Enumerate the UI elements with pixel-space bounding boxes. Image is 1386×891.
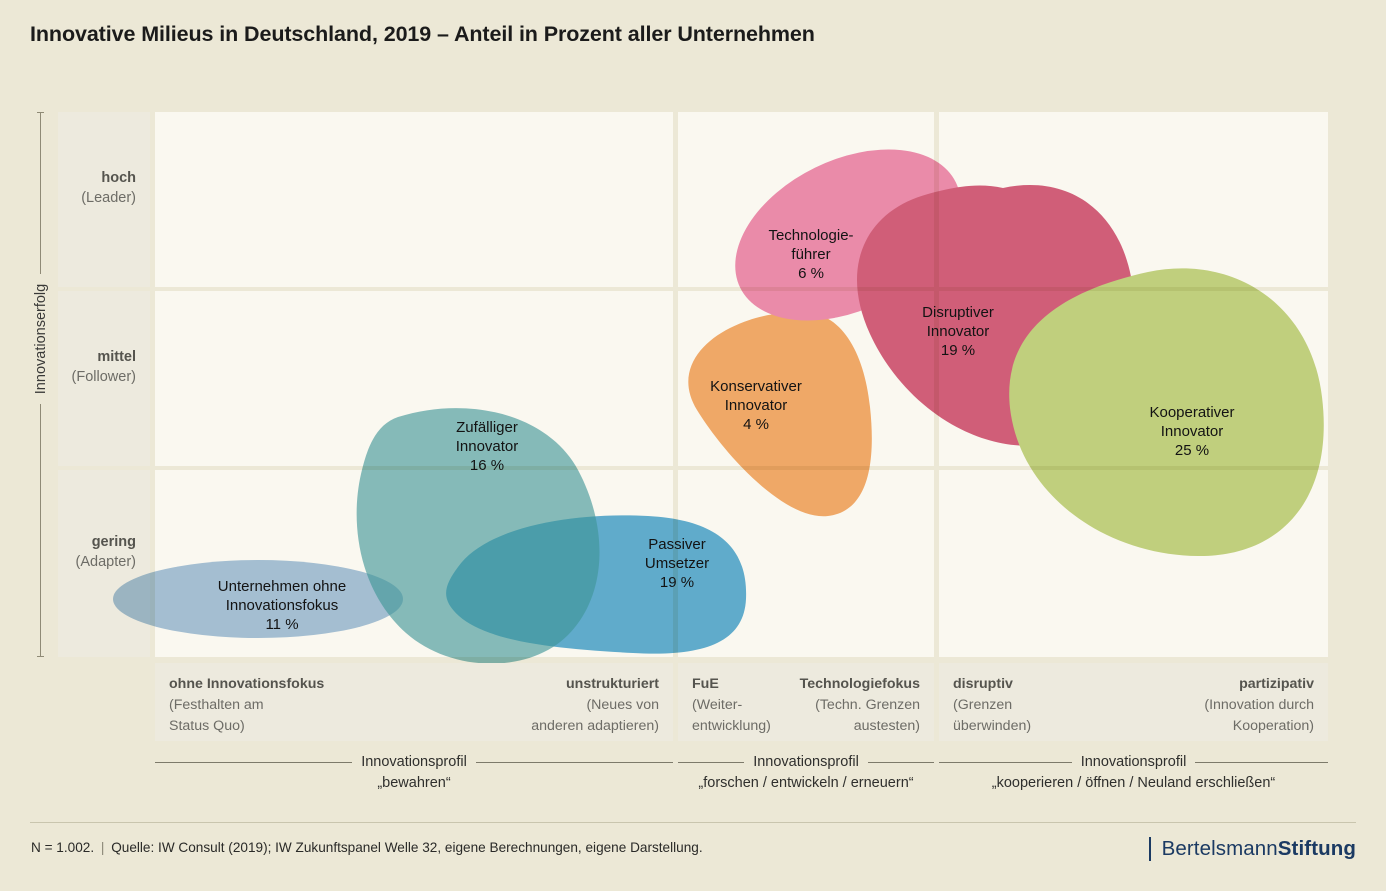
footer-sample-size: N = 1.002. xyxy=(31,840,95,855)
bubble-zufaelliger-innovator xyxy=(356,408,600,664)
x-axis-label-sub1: (Neues von xyxy=(586,696,659,713)
x-axis-cell-group3: disruptiv (Grenzen überwinden) partizipa… xyxy=(939,663,1328,741)
x-axis-label-sub2: Kooperation) xyxy=(1232,717,1314,734)
bracket-subcaption: „forschen / entwickeln / erneuern“ xyxy=(698,775,914,791)
y-axis-line: Innovationserfolg xyxy=(28,112,54,657)
bracket-rule-left xyxy=(155,761,353,763)
footer-separator: | xyxy=(100,840,105,855)
x-axis-label-main: partizipativ xyxy=(1239,676,1314,692)
x-axis-band: ohne Innovationsfokus (Festhalten am Sta… xyxy=(58,663,1328,741)
page-title: Innovative Milieus in Deutschland, 2019 … xyxy=(30,22,815,46)
bubble-konservativer-innovator xyxy=(688,312,872,517)
y-axis-title: Innovationserfolg xyxy=(28,274,54,404)
logo-text-regular: Bertelsmann xyxy=(1161,837,1278,860)
logo-bar-icon xyxy=(1148,837,1151,861)
x-axis-label-main: unstrukturiert xyxy=(565,676,659,692)
logo-wordmark: BertelsmannStiftung xyxy=(1162,837,1356,861)
row-label-cell-hoch: hoch (Leader) xyxy=(58,112,150,287)
x-axis-cell-group2: FuE (Weiter- entwicklung) Technologiefok… xyxy=(678,663,934,741)
logo-text-bold: Stiftung xyxy=(1277,837,1356,860)
x-axis-label-main: FuE xyxy=(692,676,719,692)
x-axis-label-sub1: (Weiter- xyxy=(692,696,743,713)
x-axis-label-sub2: austesten) xyxy=(853,717,920,734)
row-label-mittel-sub: (Follower) xyxy=(71,369,136,386)
x-axis-label-technologiefokus: Technologiefokus (Techn. Grenzen austest… xyxy=(800,674,920,737)
x-axis-label-main: ohne Innovationsfokus xyxy=(169,676,325,692)
footer-divider xyxy=(30,822,1356,823)
bracket-caption: Innovationsprofil xyxy=(361,754,467,770)
bracket-forschen-entwickeln-erneuern: Innovationsprofil „forschen / entwickeln… xyxy=(678,752,934,791)
row-label-mittel-main: mittel xyxy=(97,349,136,365)
x-axis-label-sub2: Status Quo) xyxy=(169,717,245,734)
x-axis-label-sub2: anderen adaptieren) xyxy=(531,717,659,734)
x-axis-label-sub1: (Techn. Grenzen xyxy=(815,696,920,713)
bracket-subcaption: „kooperieren / öffnen / Neuland erschlie… xyxy=(991,775,1276,791)
y-axis-tick-bottom xyxy=(37,656,44,657)
footer-source: Quelle: IW Consult (2019); IW Zukunftspa… xyxy=(111,840,703,855)
x-axis-label-fue: FuE (Weiter- entwicklung) xyxy=(692,674,771,737)
x-axis-brackets: Innovationsprofil „bewahren“ Innovations… xyxy=(58,752,1328,802)
bertelsmann-stiftung-logo: BertelsmannStiftung xyxy=(1148,837,1356,861)
bracket-kooperieren-oeffnen-neuland: Innovationsprofil „kooperieren / öffnen … xyxy=(939,752,1328,791)
plot-cell-c1-r1 xyxy=(155,112,673,287)
x-axis-label-disruptiv: disruptiv (Grenzen überwinden) xyxy=(953,674,1031,737)
footer-note: N = 1.002. | Quelle: IW Consult (2019); … xyxy=(31,840,703,855)
x-axis-label-sub1: (Innovation durch xyxy=(1204,696,1314,713)
row-label-hoch-sub: (Leader) xyxy=(81,190,136,207)
row-label-gering-main: gering xyxy=(91,534,136,550)
x-axis-label-main: Technologiefokus xyxy=(799,676,920,692)
row-label-cell-gering: gering (Adapter) xyxy=(58,470,150,657)
x-axis-cell-group1: ohne Innovationsfokus (Festhalten am Sta… xyxy=(155,663,673,741)
bubble-unternehmen-ohne-innovationsfokus xyxy=(113,560,403,638)
bracket-caption: Innovationsprofil xyxy=(1080,754,1187,770)
row-label-cell-mittel: mittel (Follower) xyxy=(58,291,150,466)
x-axis-label-ohne-innovationsfokus: ohne Innovationsfokus (Festhalten am Sta… xyxy=(169,674,324,737)
bracket-rule-left xyxy=(678,761,745,763)
bubble-kooperativer-innovator xyxy=(1009,268,1324,557)
x-axis-label-main: disruptiv xyxy=(953,676,1013,692)
bracket-caption: Innovationsprofil xyxy=(753,754,859,770)
bubble-layer xyxy=(113,149,1324,664)
bracket-rule-right xyxy=(1195,761,1328,763)
x-axis-label-unstrukturiert: unstrukturiert (Neues von anderen adapti… xyxy=(531,674,659,737)
bracket-bewahren: Innovationsprofil „bewahren“ xyxy=(155,752,673,791)
y-axis-tick-top xyxy=(37,112,44,113)
x-axis-label-sub1: (Festhalten am xyxy=(169,696,264,713)
x-axis-label-partizipativ: partizipativ (Innovation durch Kooperati… xyxy=(1204,674,1314,737)
x-axis-label-sub1: (Grenzen xyxy=(953,696,1013,713)
bracket-rule-left xyxy=(939,761,1072,763)
x-axis-label-sub2: überwinden) xyxy=(953,717,1032,734)
bracket-rule-right xyxy=(475,761,673,763)
bracket-rule-right xyxy=(867,761,934,763)
row-label-hoch-main: hoch xyxy=(101,170,136,186)
bracket-subcaption: „bewahren“ xyxy=(377,775,451,791)
row-label-gering-sub: (Adapter) xyxy=(75,554,136,571)
x-axis-label-sub2: entwicklung) xyxy=(692,717,771,734)
